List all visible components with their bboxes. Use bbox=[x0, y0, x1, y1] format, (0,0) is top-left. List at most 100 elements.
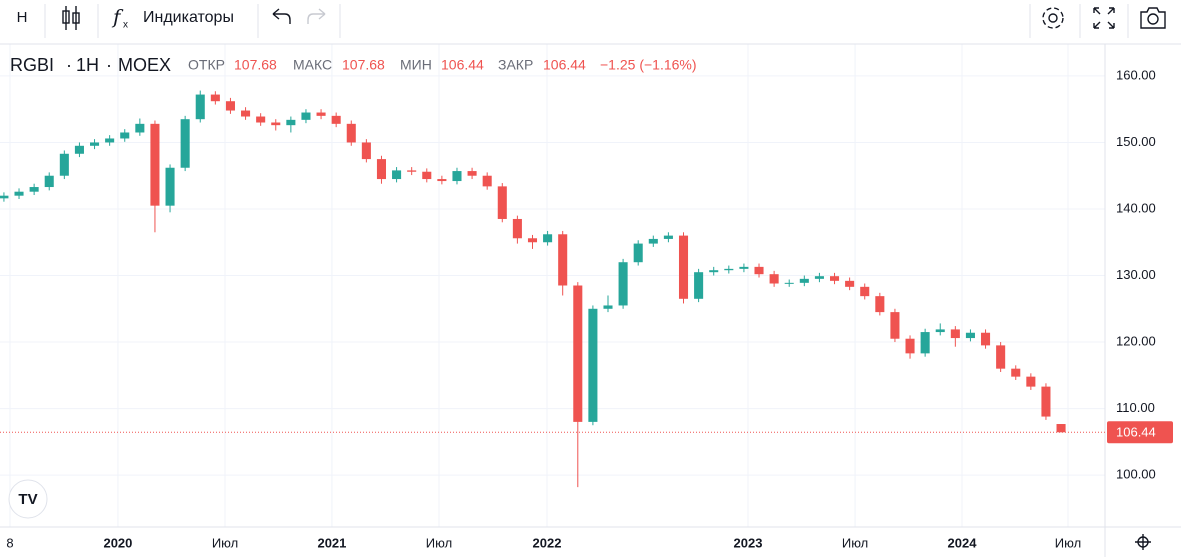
candle-body bbox=[694, 272, 704, 299]
candle-body bbox=[1056, 424, 1066, 433]
axis-settings-ring bbox=[1137, 536, 1149, 548]
candle-body bbox=[799, 278, 809, 283]
plot-area: 100.00 110.00 120.00 130.00 140.00 150.00 160.… bbox=[0, 44, 1181, 557]
candle-body bbox=[150, 123, 160, 206]
candle-body bbox=[996, 345, 1006, 369]
candle-body bbox=[14, 191, 24, 196]
candle-body bbox=[407, 170, 417, 172]
candle-body bbox=[1026, 376, 1036, 387]
candle-body bbox=[784, 282, 794, 284]
candle-body bbox=[452, 171, 462, 182]
candle-body bbox=[90, 142, 100, 146]
close-label: ЗАКР bbox=[498, 57, 533, 73]
candle-body bbox=[935, 329, 945, 333]
candle-body bbox=[210, 94, 220, 102]
candle-body bbox=[301, 112, 311, 120]
candle-body bbox=[392, 170, 402, 180]
tv-logo[interactable]: TV bbox=[8, 479, 48, 519]
candle-body bbox=[120, 132, 130, 139]
x-tick-label: 2023 bbox=[734, 535, 763, 550]
candle-body bbox=[920, 332, 930, 354]
undo-button[interactable] bbox=[272, 8, 291, 24]
candle-body bbox=[905, 338, 915, 354]
x-tick-label: Июл bbox=[1055, 535, 1081, 550]
candle-body bbox=[256, 116, 266, 123]
y-tick-label: 140.00 bbox=[1116, 200, 1156, 215]
open-label: ОТКР bbox=[188, 57, 225, 73]
candle-body bbox=[361, 142, 371, 160]
candle-body bbox=[890, 312, 900, 339]
candle-body bbox=[331, 115, 341, 124]
low-value: 106.44 bbox=[441, 57, 484, 73]
low-label: МИН bbox=[400, 57, 432, 73]
candle-body bbox=[271, 122, 281, 126]
candle-body bbox=[1011, 368, 1021, 377]
candle-body bbox=[860, 286, 870, 297]
interval-button[interactable]: Н bbox=[17, 9, 28, 26]
indicators-icon-sub: x bbox=[123, 20, 128, 31]
candle-body bbox=[588, 308, 598, 422]
candle-body bbox=[845, 280, 855, 287]
svg-text:TV: TV bbox=[18, 491, 37, 508]
x-tick-label: 2022 bbox=[533, 535, 562, 550]
y-tick-label: 110.00 bbox=[1116, 400, 1155, 415]
legend: RGBI · 1H · MOEX ОТКР 107.68 МАКС 107.68… bbox=[10, 55, 697, 75]
fullscreen-button[interactable] bbox=[1093, 7, 1115, 29]
dot: · bbox=[66, 55, 72, 75]
candle-body bbox=[225, 101, 235, 111]
candle-body bbox=[286, 119, 296, 126]
candle-body bbox=[573, 285, 583, 422]
candle-body bbox=[965, 332, 975, 339]
candle-body bbox=[603, 305, 613, 309]
y-tick-label: 130.00 bbox=[1116, 267, 1156, 282]
candle-body bbox=[241, 110, 251, 117]
candle-body bbox=[497, 186, 507, 219]
candle-body bbox=[814, 276, 824, 279]
toolbar: Н f x Индикаторы bbox=[0, 0, 1181, 45]
symbol: RGBI bbox=[10, 55, 54, 75]
x-tick-label: Июл bbox=[212, 535, 238, 550]
high-value: 107.68 bbox=[342, 57, 385, 73]
last-price-badge bbox=[1107, 421, 1173, 444]
dot: · bbox=[106, 55, 112, 75]
candle-body bbox=[633, 243, 643, 263]
candle-body bbox=[437, 179, 447, 182]
last-price-label: 106.44 bbox=[1116, 425, 1156, 440]
candle-body bbox=[663, 235, 673, 239]
candle-body bbox=[558, 234, 568, 286]
candle-body bbox=[648, 238, 658, 244]
exchange: MOEX bbox=[118, 55, 171, 75]
snapshot-button[interactable] bbox=[1140, 7, 1166, 29]
candle-body bbox=[29, 187, 39, 192]
x-tick-label: 2020 bbox=[103, 535, 132, 550]
y-tick-label: 120.00 bbox=[1116, 333, 1156, 348]
open-value: 107.68 bbox=[234, 57, 277, 73]
candle-body bbox=[678, 235, 689, 299]
candle-body bbox=[754, 266, 764, 275]
candle-body bbox=[195, 94, 205, 120]
candle-body bbox=[376, 159, 387, 180]
candle-body bbox=[1041, 386, 1051, 417]
candle-body bbox=[709, 270, 719, 273]
candle-body bbox=[74, 145, 84, 154]
redo-button[interactable] bbox=[307, 8, 326, 24]
indicators-button[interactable]: Индикаторы bbox=[143, 9, 234, 26]
candle-body bbox=[180, 119, 190, 168]
x-tick-label: 8 bbox=[6, 535, 13, 550]
candle-body bbox=[422, 171, 432, 180]
candle-body bbox=[512, 218, 522, 239]
x-tick-label: 2021 bbox=[317, 535, 346, 550]
candle-body bbox=[165, 167, 175, 206]
chart-type-button[interactable] bbox=[62, 6, 80, 30]
settings-button[interactable] bbox=[1042, 7, 1064, 29]
x-tick-label: 2024 bbox=[948, 535, 978, 550]
y-tick-label: 100.00 bbox=[1116, 467, 1156, 482]
x-tick-label: Июл bbox=[426, 535, 452, 550]
candle-body bbox=[543, 234, 553, 243]
candle-body bbox=[950, 329, 960, 339]
candle-body bbox=[618, 262, 628, 306]
candle-body bbox=[0, 195, 9, 199]
candle-body bbox=[527, 238, 538, 243]
